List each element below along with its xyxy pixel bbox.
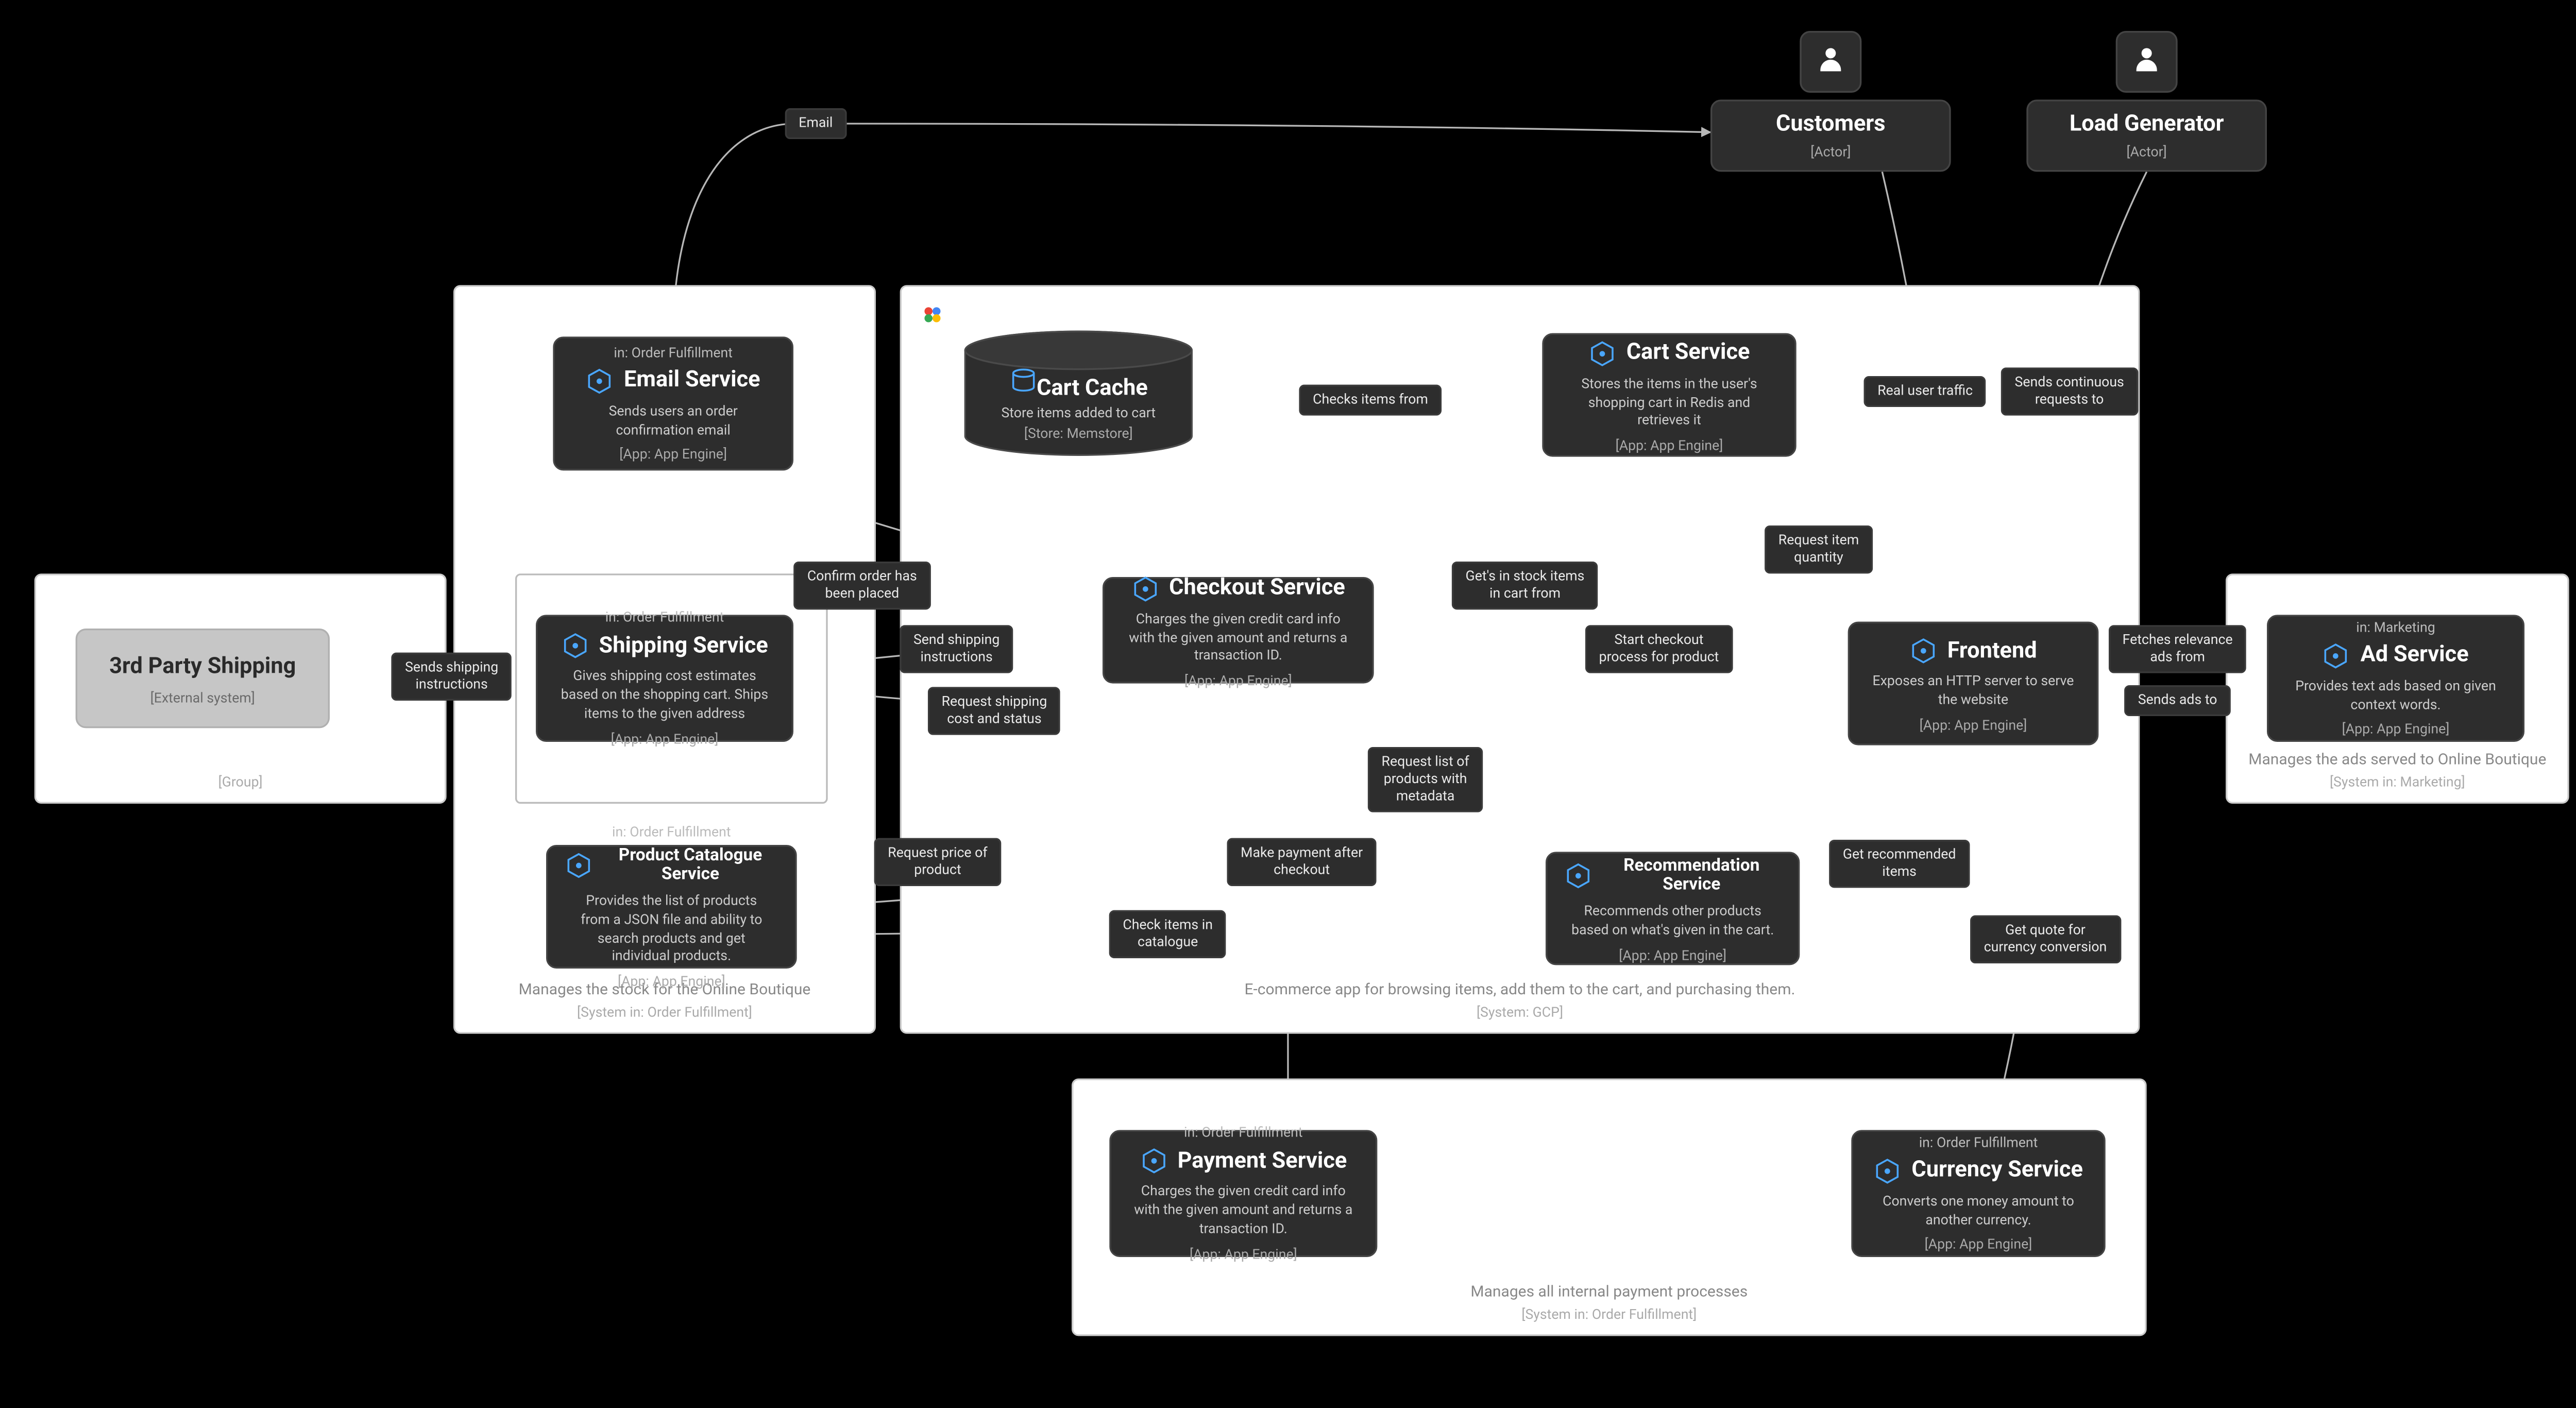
node-meta: [App: App Engine]	[619, 447, 727, 463]
node-title: Product Catalogue Service	[603, 846, 778, 884]
node-catalogue: in: Order FulfillmentProduct Catalogue S…	[546, 845, 797, 969]
node-title: Ad Service	[2361, 642, 2469, 668]
group-caption: E-commerce app for browsing items, add t…	[902, 981, 2138, 1022]
service-icon	[565, 852, 592, 879]
node-desc: Converts one money amount to another cur…	[1876, 1193, 2081, 1230]
node-desc: Sends users an order confirmation email	[577, 403, 770, 440]
actor-meta: [Actor]	[2127, 144, 2167, 160]
actor-title: Load Generator	[2070, 112, 2224, 138]
node-meta: [App: App Engine]	[2342, 722, 2450, 737]
service-icon	[1565, 862, 1592, 890]
gcp-logo-icon	[921, 302, 945, 327]
node-cartsvc: Cart Service Stores the items in the user…	[1542, 333, 1796, 457]
node-email: in: Order Fulfillment Email Service Sends …	[553, 336, 793, 470]
node-context: in: Order Fulfillment	[612, 824, 731, 840]
node-thirdparty: 3rd Party Shipping [External system]	[76, 629, 330, 728]
node-desc: Charges the given credit card info with …	[1127, 611, 1349, 667]
node-currency: in: Order Fulfillment Currency Service Con…	[1851, 1130, 2105, 1257]
node-desc: Stores the items in the user's shopping …	[1567, 376, 1772, 431]
node-title: Frontend	[1947, 638, 2037, 664]
node-desc: Gives shipping cost estimates based on t…	[560, 669, 769, 724]
edge-label: Request price of product	[874, 838, 1002, 886]
group-caption: [Group]	[36, 772, 445, 791]
node-context: in: Order Fulfillment	[605, 610, 724, 625]
node-meta: [App: App Engine]	[1925, 1237, 2032, 1252]
edge-label: Confirm order has been placed	[793, 562, 930, 609]
node-context: in: Order Fulfillment	[1919, 1134, 2038, 1150]
node-reco: Recommendation Service Recommends other p…	[1546, 852, 1800, 965]
edge-path	[836, 124, 1710, 132]
edge-label: Request shipping cost and status	[928, 687, 1061, 735]
node-meta: [App: App Engine]	[1190, 1246, 1297, 1262]
edge-label: Get recommended items	[1829, 840, 1970, 888]
node-meta: [App: App Engine]	[1920, 718, 2027, 733]
node-title: Checkout Service	[1169, 576, 1345, 602]
actor-head-loadgen	[2116, 31, 2178, 93]
edge-label: Start checkout process for product	[1585, 625, 1733, 673]
node-title: Cart Service	[1626, 341, 1750, 366]
actor-head-customers	[1800, 31, 1861, 93]
node-meta: [App: App Engine]	[1616, 438, 1723, 454]
node-adsvc: in: Marketing Ad Service Provides text ads…	[2267, 615, 2524, 742]
actor-title: Customers	[1776, 112, 1886, 138]
node-desc: Charges the given credit card info with …	[1134, 1184, 1352, 1240]
edge-label: Sends shipping instructions	[391, 653, 512, 701]
edge-label: Check items in catalogue	[1109, 910, 1227, 958]
node-title: Currency Service	[1911, 1158, 2083, 1183]
node-title: Recommendation Service	[1602, 857, 1781, 895]
node-meta: [App: App Engine]	[618, 974, 725, 989]
actor-meta: [Actor]	[1810, 144, 1851, 160]
service-icon	[1140, 1148, 1167, 1175]
cartcache-title: Cart Cache	[1037, 375, 1148, 401]
group-caption: Manages all internal payment processes[S…	[1073, 1283, 2145, 1324]
edge-label: Real user traffic	[1864, 376, 1987, 407]
edge-label: Get's in stock items in cart from	[1452, 562, 1598, 609]
node-checkout: Checkout Service Charges the given credit…	[1103, 577, 1374, 684]
edge-label: Sends ads to	[2124, 685, 2231, 716]
person-icon	[2131, 43, 2162, 80]
edge-label: Fetches relevance ads from	[2109, 625, 2246, 673]
node-meta: [App: App Engine]	[611, 731, 719, 747]
node-payment: in: Order FulfillmentPayment ServiceChar…	[1109, 1130, 1377, 1257]
node-context: in: Order Fulfillment	[1184, 1125, 1303, 1141]
edge-label: Make payment after checkout	[1227, 838, 1377, 886]
node-meta: [App: App Engine]	[1184, 673, 1292, 689]
person-icon	[1815, 43, 1846, 80]
node-frontend: Frontend Exposes an HTTP server to serve …	[1848, 622, 2099, 745]
service-icon	[1588, 340, 1616, 367]
node-desc: Recommends other products based on what'…	[1570, 904, 1775, 941]
node-desc: Provides text ads based on given context…	[2291, 678, 2500, 715]
group-caption: Manages the ads served to Online Boutiqu…	[2227, 751, 2567, 791]
service-icon	[1131, 575, 1159, 602]
node-desc: Provides the list of products from a JSO…	[570, 893, 773, 967]
node-title: Email Service	[624, 368, 760, 394]
node-meta: [External system]	[150, 690, 255, 706]
actor-loadgen: Load Generator [Actor]	[2026, 99, 2267, 172]
edge-label: Get quote for currency conversion	[1970, 915, 2121, 963]
edge-label: Request list of products with metadata	[1368, 747, 1483, 812]
edge-label: Checks items from	[1299, 385, 1442, 416]
edge-label: Send shipping instructions	[900, 625, 1013, 673]
cartcache-meta: [Store: Memstore]	[1024, 425, 1133, 440]
edge-label: Sends continuous requests to	[2001, 367, 2138, 415]
service-icon	[1874, 1157, 1901, 1184]
cartcache-desc: Store items added to cart	[1001, 404, 1156, 420]
edge-label: Email	[785, 108, 846, 139]
node-meta: [App: App Engine]	[1619, 947, 1726, 963]
node-title: Shipping Service	[599, 633, 768, 659]
service-icon	[586, 367, 614, 394]
node-cartcache: Cart Cache Store items added to cart [Stor…	[958, 330, 1199, 467]
service-icon	[2323, 642, 2350, 669]
edge-label: Request item quantity	[1765, 525, 1873, 573]
node-title: 3rd Party Shipping	[109, 654, 296, 680]
actor-customers: Customers [Actor]	[1710, 99, 1951, 172]
node-context: in: Order Fulfillment	[614, 345, 733, 360]
service-icon	[561, 633, 588, 660]
diagram-canvas: [Group]Manages the stock for the Online …	[0, 0, 2576, 1356]
node-context: in: Marketing	[2356, 619, 2435, 635]
node-shipping: in: Order FulfillmentShipping ServiceGiv…	[536, 615, 793, 742]
service-icon	[1909, 637, 1937, 665]
node-title: Payment Service	[1178, 1148, 1347, 1174]
node-desc: Exposes an HTTP server to serve the webs…	[1872, 673, 2075, 710]
